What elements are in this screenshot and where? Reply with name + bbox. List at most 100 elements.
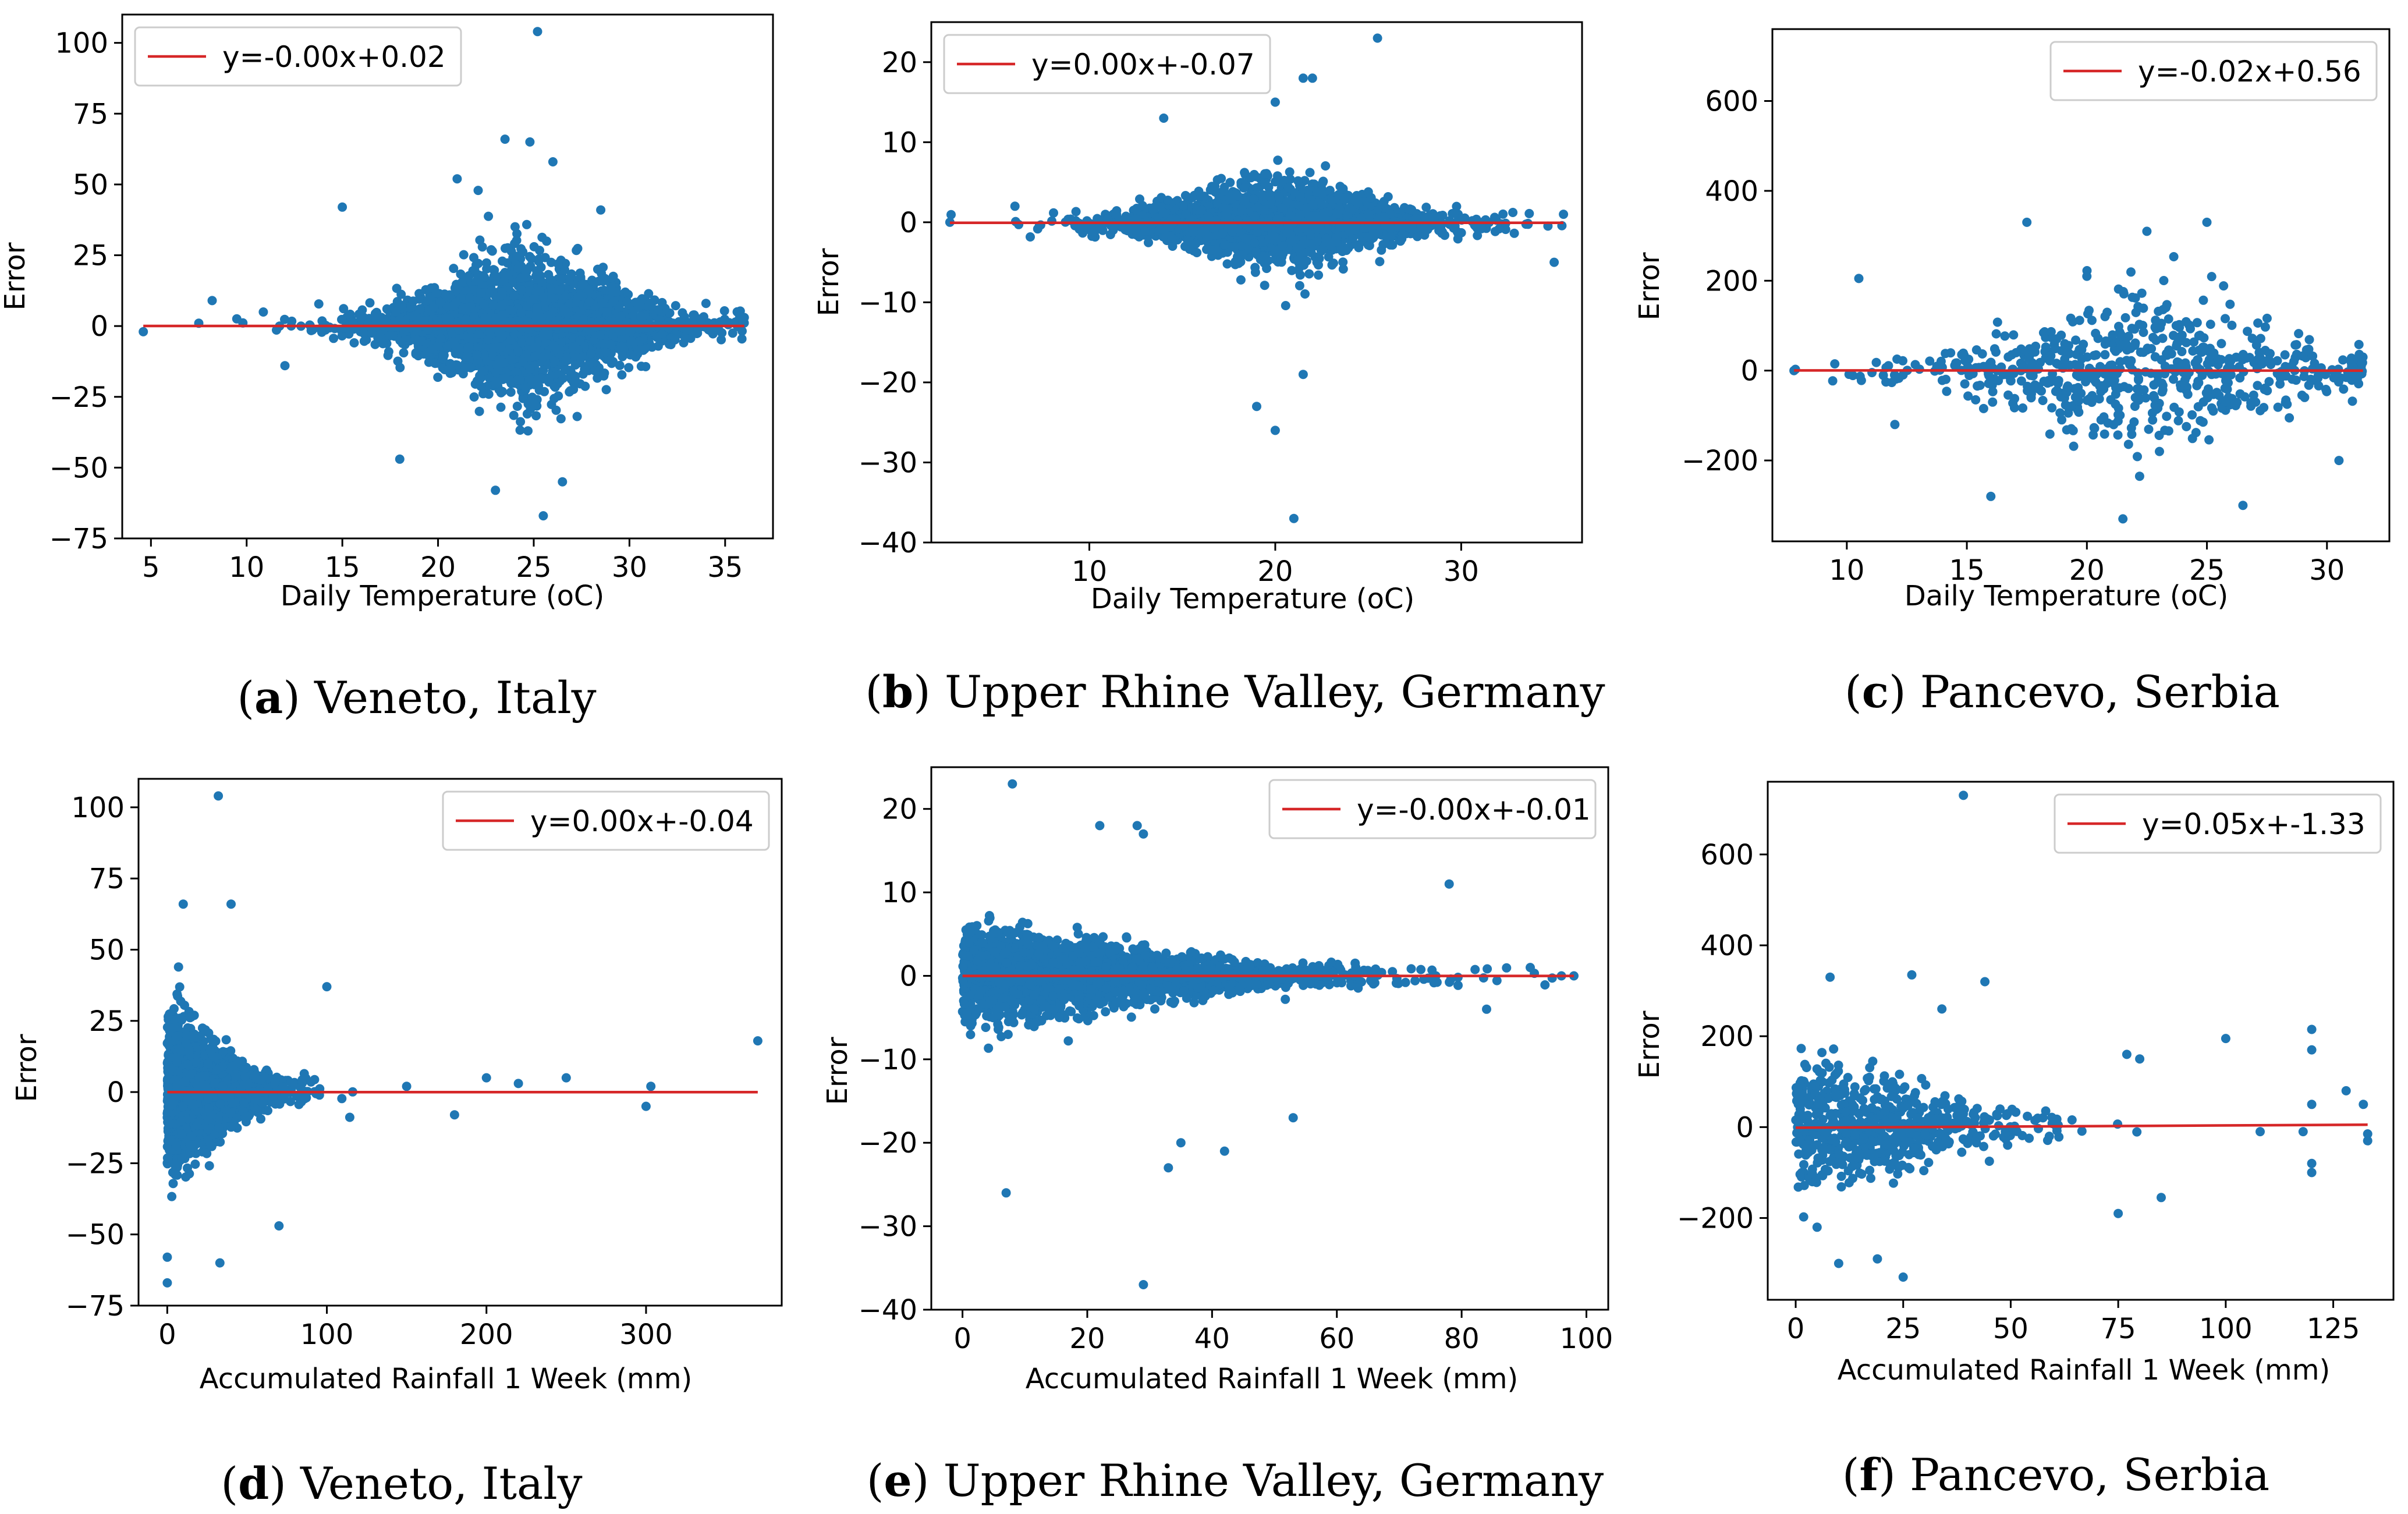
data-point <box>383 350 393 360</box>
data-point <box>491 379 501 389</box>
data-point <box>575 336 585 346</box>
data-point <box>737 326 747 336</box>
data-point <box>456 343 466 353</box>
data-point <box>1281 301 1290 310</box>
data-point <box>473 186 483 196</box>
caption-letter: b <box>882 666 913 718</box>
data-point <box>1321 237 1331 247</box>
data-point <box>1549 257 1559 267</box>
data-point <box>436 334 446 343</box>
data-point <box>1105 230 1115 239</box>
data-point <box>433 316 443 326</box>
data-point <box>337 314 346 324</box>
data-point <box>518 357 528 367</box>
data-point <box>534 254 544 264</box>
data-point <box>1271 177 1280 187</box>
data-point <box>599 371 609 381</box>
data-point <box>543 330 553 340</box>
data-point <box>537 313 547 322</box>
data-point <box>345 309 355 319</box>
data-point <box>537 277 547 287</box>
data-point <box>615 360 625 370</box>
data-point <box>608 332 618 342</box>
data-point <box>465 293 474 303</box>
data-point <box>1523 219 1533 229</box>
data-point <box>717 335 726 345</box>
data-point <box>1251 183 1261 193</box>
legend-label: y=0.00x+-0.07 <box>1031 48 1255 81</box>
data-point <box>1440 231 1449 240</box>
data-point <box>706 326 716 336</box>
data-point <box>454 325 464 335</box>
data-point <box>556 414 566 424</box>
data-point <box>1494 224 1504 233</box>
data-point <box>629 304 639 314</box>
y-axis-label: Error <box>0 242 31 310</box>
data-point <box>365 298 375 308</box>
data-point <box>509 291 519 300</box>
data-point <box>1250 263 1260 272</box>
data-point <box>386 331 395 341</box>
data-point <box>1010 201 1020 211</box>
data-point <box>686 334 696 343</box>
y-tick-label: 75 <box>73 98 108 130</box>
data-point <box>416 336 425 346</box>
x-tick-label: 35 <box>707 551 743 584</box>
data-point <box>601 348 611 357</box>
data-point <box>608 271 618 281</box>
y-tick-label: −25 <box>49 381 108 414</box>
data-point <box>1210 181 1220 191</box>
data-point <box>430 359 440 368</box>
data-point <box>491 272 501 282</box>
data-point <box>1332 209 1342 219</box>
data-point <box>1166 214 1176 224</box>
data-point <box>529 294 538 304</box>
data-point <box>1373 33 1382 43</box>
data-point <box>1296 210 1306 220</box>
data-point <box>413 315 423 325</box>
data-point <box>728 328 737 338</box>
data-point <box>634 336 644 346</box>
data-point <box>515 375 525 385</box>
data-point <box>1144 237 1153 247</box>
data-point <box>359 328 369 338</box>
data-point <box>590 366 600 375</box>
y-tick-label: −75 <box>49 523 108 555</box>
plot-frame-a <box>121 13 774 540</box>
data-point <box>1258 251 1268 261</box>
data-point <box>1298 73 1308 83</box>
data-point <box>516 285 526 295</box>
data-point <box>392 283 402 293</box>
data-point <box>1233 258 1243 268</box>
data-point <box>1148 204 1158 214</box>
data-point <box>719 306 729 315</box>
data-point <box>1066 214 1076 224</box>
data-point <box>1377 245 1386 255</box>
data-point <box>482 264 492 274</box>
data-point <box>1071 207 1081 217</box>
data-point <box>617 370 627 380</box>
data-point <box>559 304 569 314</box>
data-point <box>512 236 522 245</box>
data-point <box>1435 222 1445 232</box>
data-point <box>1270 426 1280 435</box>
data-point <box>1222 210 1232 219</box>
data-point <box>1509 228 1519 238</box>
data-point <box>1033 224 1042 234</box>
data-point <box>1219 182 1229 192</box>
data-point <box>1338 184 1348 194</box>
data-point <box>522 409 532 419</box>
data-point <box>2173 416 2183 426</box>
data-point <box>1345 203 1354 213</box>
x-axis-label: Daily Temperature (oC) <box>1091 583 1414 615</box>
data-point <box>1246 173 1256 183</box>
data-point <box>525 251 534 261</box>
data-point <box>466 363 476 373</box>
data-point <box>510 222 520 232</box>
data-point <box>517 338 527 348</box>
data-point <box>1473 231 1483 240</box>
data-point <box>1278 241 1288 251</box>
data-point <box>1273 155 1283 165</box>
data-point <box>1133 229 1143 239</box>
